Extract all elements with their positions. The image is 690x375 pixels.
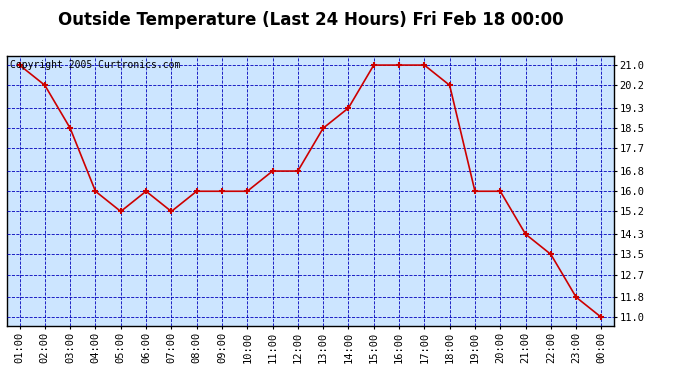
Text: Copyright 2005 Curtronics.com: Copyright 2005 Curtronics.com — [10, 60, 180, 70]
Text: Outside Temperature (Last 24 Hours) Fri Feb 18 00:00: Outside Temperature (Last 24 Hours) Fri … — [58, 11, 563, 29]
